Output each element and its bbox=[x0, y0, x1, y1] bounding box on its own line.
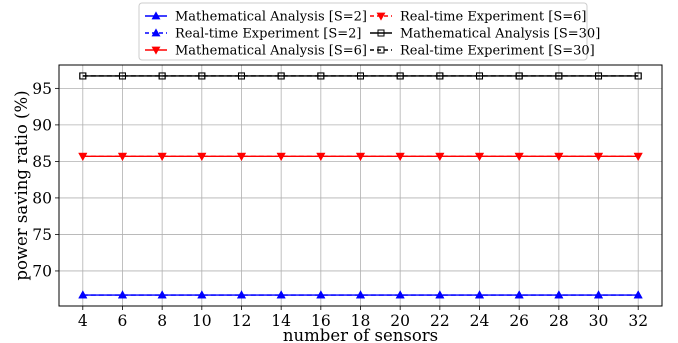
x-tick-label: 32 bbox=[628, 312, 648, 330]
data-point bbox=[594, 152, 603, 161]
y-tick-label: 75 bbox=[32, 226, 52, 244]
x-tick-label: 4 bbox=[78, 312, 88, 330]
data-point bbox=[475, 290, 484, 299]
series-6 bbox=[79, 72, 642, 80]
data-point bbox=[395, 152, 405, 161]
data-point bbox=[634, 72, 642, 80]
legend-item: Mathematical Analysis [S=6] bbox=[145, 44, 367, 59]
legend-marker bbox=[377, 29, 385, 37]
data-point bbox=[514, 290, 524, 299]
data-point bbox=[396, 72, 404, 80]
x-tick-label: 16 bbox=[311, 312, 331, 330]
data-point bbox=[157, 290, 167, 299]
data-point bbox=[515, 72, 523, 80]
data-point bbox=[633, 290, 643, 299]
data-point bbox=[633, 152, 643, 161]
y-tick-label: 90 bbox=[32, 116, 52, 134]
legend-label: Mathematical Analysis [S=6] bbox=[175, 44, 367, 59]
series-4 bbox=[78, 152, 643, 161]
legend-marker bbox=[151, 46, 161, 55]
data-point bbox=[197, 152, 207, 161]
series-2 bbox=[78, 290, 643, 299]
y-tick-label: 80 bbox=[32, 189, 52, 207]
legend-label: Real-time Experiment [S=30] bbox=[400, 44, 595, 59]
data-point bbox=[356, 290, 365, 299]
data-point bbox=[514, 152, 524, 161]
data-point bbox=[276, 152, 286, 161]
x-tick-label: 28 bbox=[549, 312, 569, 330]
data-point bbox=[316, 290, 326, 299]
x-axis-label: number of sensors bbox=[283, 326, 438, 343]
data-point bbox=[237, 290, 246, 299]
x-tick-label: 6 bbox=[118, 312, 128, 330]
data-point bbox=[595, 72, 603, 80]
legend-marker bbox=[151, 11, 161, 20]
x-tick-label: 24 bbox=[470, 312, 490, 330]
legend-item: Mathematical Analysis [S=30] bbox=[370, 27, 600, 42]
x-tick-label: 20 bbox=[390, 312, 410, 330]
x-tick-label: 18 bbox=[351, 312, 371, 330]
legend-marker bbox=[377, 46, 385, 54]
data-point bbox=[198, 72, 206, 80]
y-axis-label: power saving ratio (%) bbox=[12, 90, 31, 280]
data-point bbox=[435, 290, 445, 299]
legend-frame bbox=[138, 2, 588, 61]
legend-marker bbox=[376, 12, 386, 21]
data-point bbox=[435, 152, 445, 161]
data-point bbox=[237, 72, 245, 80]
data-point bbox=[357, 72, 364, 80]
legend-item: Real-time Experiment [S=6] bbox=[370, 10, 587, 25]
legend-item: Real-time Experiment [S=30] bbox=[370, 44, 595, 59]
legend: Mathematical Analysis [S=2] Real-time Exp… bbox=[138, 2, 600, 61]
x-tick-label: 14 bbox=[271, 312, 291, 330]
data-point bbox=[554, 152, 564, 161]
legend-label: Mathematical Analysis [S=30] bbox=[400, 27, 600, 42]
axis-ticks: 4 6 8 10 12 14 16 18 20 22 24 26 28 30 32 70 75 80 85 90 95 bbox=[32, 80, 648, 330]
legend-item: Real-time Experiment [S=2] bbox=[145, 27, 362, 42]
legend-label: Real-time Experiment [S=6] bbox=[400, 10, 587, 25]
data-point bbox=[317, 72, 325, 80]
grid-lines bbox=[59, 65, 662, 306]
x-tick-label: 26 bbox=[509, 312, 529, 330]
data-point bbox=[118, 290, 127, 299]
data-point bbox=[554, 290, 564, 299]
data-point bbox=[158, 72, 166, 80]
data-point bbox=[118, 72, 126, 80]
series-layer bbox=[78, 72, 643, 299]
data-point bbox=[157, 152, 167, 161]
data-point bbox=[78, 152, 88, 161]
legend-marker bbox=[151, 28, 161, 37]
x-tick-label: 12 bbox=[232, 312, 252, 330]
legend-label: Mathematical Analysis [S=2] bbox=[175, 10, 367, 25]
y-tick-label: 70 bbox=[32, 262, 52, 280]
data-point bbox=[395, 290, 405, 299]
data-point bbox=[197, 290, 207, 299]
data-point bbox=[356, 152, 365, 161]
data-point bbox=[475, 152, 484, 161]
data-point bbox=[594, 290, 603, 299]
x-tick-label: 10 bbox=[192, 312, 212, 330]
y-tick-label: 95 bbox=[32, 80, 52, 98]
data-point bbox=[476, 72, 484, 80]
x-tick-label: 8 bbox=[157, 312, 167, 330]
data-point bbox=[276, 290, 286, 299]
data-point bbox=[316, 152, 326, 161]
y-tick-label: 85 bbox=[32, 153, 52, 171]
data-point bbox=[118, 152, 127, 161]
data-point bbox=[79, 72, 87, 80]
data-point bbox=[555, 72, 563, 80]
data-point bbox=[237, 152, 246, 161]
data-point bbox=[78, 290, 88, 299]
data-point bbox=[277, 72, 285, 80]
legend-item: Mathematical Analysis [S=2] bbox=[145, 10, 367, 25]
x-tick-label: 30 bbox=[589, 312, 609, 330]
legend-label: Real-time Experiment [S=2] bbox=[175, 27, 362, 42]
data-point bbox=[436, 72, 444, 80]
x-tick-label: 22 bbox=[430, 312, 450, 330]
